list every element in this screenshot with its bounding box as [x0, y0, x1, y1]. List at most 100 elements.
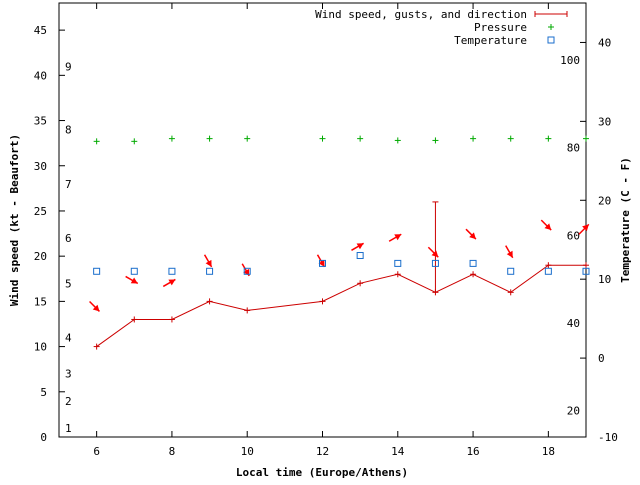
pressure-point: [93, 138, 100, 145]
beaufort-label: 1: [65, 422, 72, 435]
wind-direction-arrow: [578, 223, 590, 235]
wind-direction-arrow: [388, 233, 402, 242]
wind-speed-point: [583, 262, 589, 269]
plot-frame: [58, 2, 587, 438]
wind-direction-arrow: [465, 228, 477, 240]
beaufort-label: 8: [65, 124, 72, 137]
pressure-point: [507, 135, 514, 142]
chart-series: [89, 135, 590, 350]
wind-direction-arrow: [125, 275, 139, 285]
pressure-point: [545, 135, 552, 142]
y2-tick-label: 10: [598, 273, 611, 286]
y2-tick-label: 30: [598, 115, 611, 128]
y-tick-label: 35: [34, 115, 47, 128]
arrow-head: [394, 234, 402, 241]
pressure-point: [357, 135, 364, 142]
legend-label: Temperature: [454, 34, 527, 47]
y-tick-label: 15: [34, 295, 47, 308]
wind-speed-point: [131, 316, 138, 323]
arrow-head: [92, 304, 100, 312]
temperature-point: [582, 267, 590, 275]
wind-speed-point: [206, 298, 213, 305]
temperature-point: [130, 267, 138, 275]
fahrenheit-label: 40: [567, 317, 580, 330]
y-tick-label: 20: [34, 250, 47, 263]
pressure-point: [394, 137, 401, 144]
beaufort-label: 7: [65, 178, 72, 191]
fahrenheit-label: 80: [567, 142, 580, 155]
x-tick-label: 6: [93, 445, 100, 458]
pressure-point: [432, 137, 439, 144]
gust-bar: [432, 201, 439, 293]
y2-tick-label: 20: [598, 194, 611, 207]
wind-speed-point: [357, 280, 364, 287]
wind-speed-point: [168, 316, 175, 323]
pressure-point: [168, 135, 175, 142]
y2-tick-label: 40: [598, 36, 611, 49]
fahrenheit-label: 60: [567, 229, 580, 242]
arrow-head: [582, 224, 589, 232]
wind-direction-arrow: [89, 300, 101, 312]
pressure-point: [206, 135, 213, 142]
arrow-head: [506, 250, 513, 258]
y-axis-label: Wind speed (kt - Beaufort): [8, 134, 21, 306]
wind-direction-arrow: [351, 242, 364, 251]
fahrenheit-label: 100: [560, 54, 580, 67]
wind-speed-point: [319, 298, 326, 305]
pressure-point: [470, 135, 477, 142]
temperature-point: [243, 267, 251, 275]
y2-tick-label: 0: [598, 352, 605, 365]
chart-legend: Wind speed, gusts, and directionPressure…: [315, 8, 568, 47]
legend-label: Wind speed, gusts, and direction: [315, 8, 527, 21]
x-tick-label: 14: [391, 445, 405, 458]
y-tick-label: 30: [34, 160, 47, 173]
arrow-head: [130, 277, 138, 284]
wind-speed-point: [394, 271, 401, 278]
temperature-point: [319, 259, 326, 267]
chart-axes: 6 8 10 12 14 16 18051015202530354045-100102030…: [34, 3, 618, 458]
x-tick-label: 16: [466, 445, 479, 458]
fahrenheit-label: 20: [567, 405, 580, 418]
y-tick-label: 40: [34, 69, 47, 82]
temperature-point: [356, 252, 364, 260]
y-tick-label: 0: [40, 431, 47, 444]
arrow-head: [168, 279, 176, 286]
temperature-point: [394, 259, 402, 267]
y-tick-label: 45: [34, 24, 47, 37]
wind-speed-line: [96, 264, 586, 347]
temperature-point: [544, 267, 552, 275]
pressure-point: [131, 138, 138, 145]
pressure-point: [583, 135, 589, 142]
legend-label: Pressure: [474, 21, 527, 34]
temperature-point: [507, 267, 515, 275]
x-axis-label: Local time (Europe/Athens): [236, 466, 408, 479]
x-tick-label: 8: [169, 445, 176, 458]
x-tick-label: 10: [241, 445, 254, 458]
wind-speed-point: [507, 289, 514, 296]
pressure-point: [319, 135, 326, 142]
temperature-point: [469, 259, 477, 267]
beaufort-label: 3: [65, 368, 72, 381]
wind-speed-point: [93, 343, 100, 350]
y2-tick-label: -10: [598, 431, 618, 444]
x-tick-label: 18: [542, 445, 555, 458]
arrow-head: [318, 259, 325, 267]
beaufort-label: 2: [65, 395, 72, 408]
legend-swatch-temperature: [547, 36, 555, 44]
y-tick-label: 10: [34, 341, 47, 354]
wind-direction-arrow: [427, 246, 439, 258]
beaufort-label: 9: [65, 60, 72, 73]
wind-direction-arrow: [162, 278, 176, 288]
y2-axis-label: Temperature (C - F): [619, 157, 632, 283]
y-tick-label: 25: [34, 205, 47, 218]
temperature-point: [168, 267, 176, 275]
arrow-head: [356, 243, 364, 250]
beaufort-label: 5: [65, 277, 72, 290]
temperature-point: [431, 259, 439, 267]
x-tick-label: 12: [316, 445, 329, 458]
arrow-head: [544, 223, 552, 231]
temperature-point: [93, 267, 101, 275]
temperature-point: [206, 267, 214, 275]
arrow-head: [431, 250, 439, 258]
